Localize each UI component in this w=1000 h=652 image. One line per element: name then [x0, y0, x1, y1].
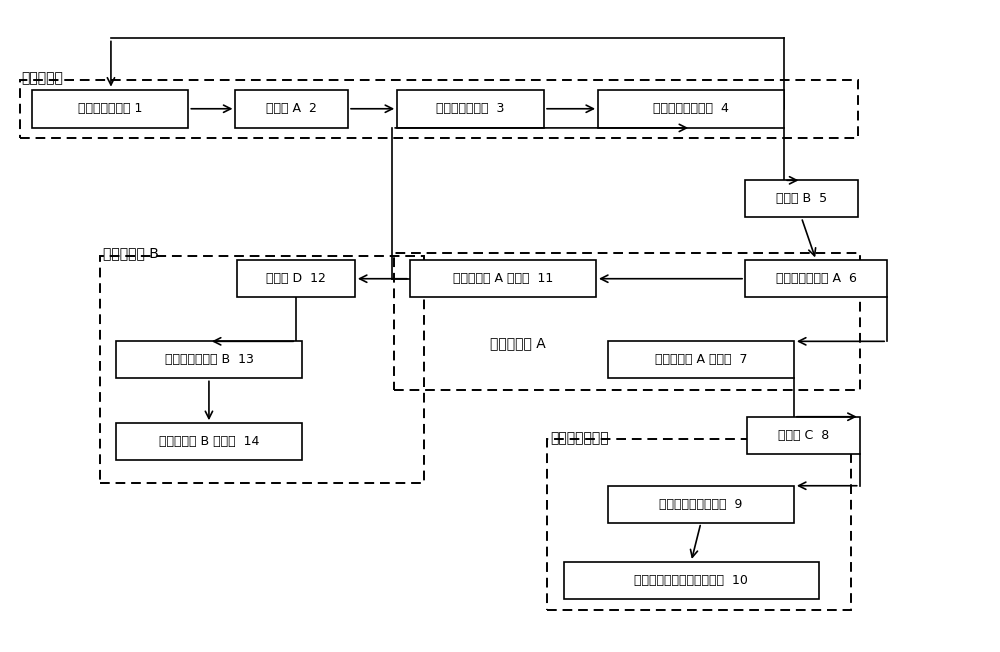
Text: 纳滤膜装置 B: 纳滤膜装置 B: [103, 246, 159, 260]
Bar: [235, 89, 348, 128]
Bar: [608, 342, 794, 378]
Text: 海水淡化膜装置: 海水淡化膜装置: [550, 432, 609, 445]
Text: 提升泵 C  8: 提升泵 C 8: [778, 429, 829, 442]
Text: 纳滤膜装置 A 淡水罐  11: 纳滤膜装置 A 淡水罐 11: [453, 273, 553, 285]
Text: 微滤膜装置淡水罐  4: 微滤膜装置淡水罐 4: [653, 102, 729, 115]
Bar: [747, 417, 860, 454]
Bar: [608, 486, 794, 523]
Bar: [100, 256, 424, 482]
Bar: [745, 181, 858, 217]
Bar: [32, 89, 188, 128]
Bar: [394, 252, 860, 390]
Text: 纳滤膜装置 A: 纳滤膜装置 A: [490, 336, 546, 350]
Text: 海水淡化膜过滤装置  9: 海水淡化膜过滤装置 9: [659, 497, 743, 511]
Text: 微滤膜过滤装置  3: 微滤膜过滤装置 3: [436, 102, 505, 115]
Text: 提升泵 A  2: 提升泵 A 2: [266, 102, 317, 115]
Text: 提升泵 B  5: 提升泵 B 5: [776, 192, 827, 205]
Bar: [20, 80, 858, 138]
Text: 含锰废水原水罐 1: 含锰废水原水罐 1: [78, 102, 142, 115]
Bar: [598, 89, 784, 128]
Bar: [237, 260, 355, 297]
Text: 微滤膜装置: 微滤膜装置: [22, 71, 64, 85]
Bar: [397, 89, 544, 128]
Bar: [745, 260, 887, 297]
Bar: [410, 260, 596, 297]
Bar: [547, 439, 851, 610]
Text: 纳滤膜过滤装置 B  13: 纳滤膜过滤装置 B 13: [165, 353, 253, 366]
Text: 纳滤膜装置 B 淡水罐  14: 纳滤膜装置 B 淡水罐 14: [159, 435, 259, 448]
Bar: [116, 423, 302, 460]
Bar: [564, 562, 818, 599]
Text: 纳滤膜过滤装置 A  6: 纳滤膜过滤装置 A 6: [776, 273, 856, 285]
Text: 海水淡化膜装置浓水回收罐  10: 海水淡化膜装置浓水回收罐 10: [634, 574, 748, 587]
Bar: [116, 342, 302, 378]
Text: 纳滤膜装置 A 浓水罐  7: 纳滤膜装置 A 浓水罐 7: [655, 353, 747, 366]
Text: 提升泵 D  12: 提升泵 D 12: [266, 273, 326, 285]
